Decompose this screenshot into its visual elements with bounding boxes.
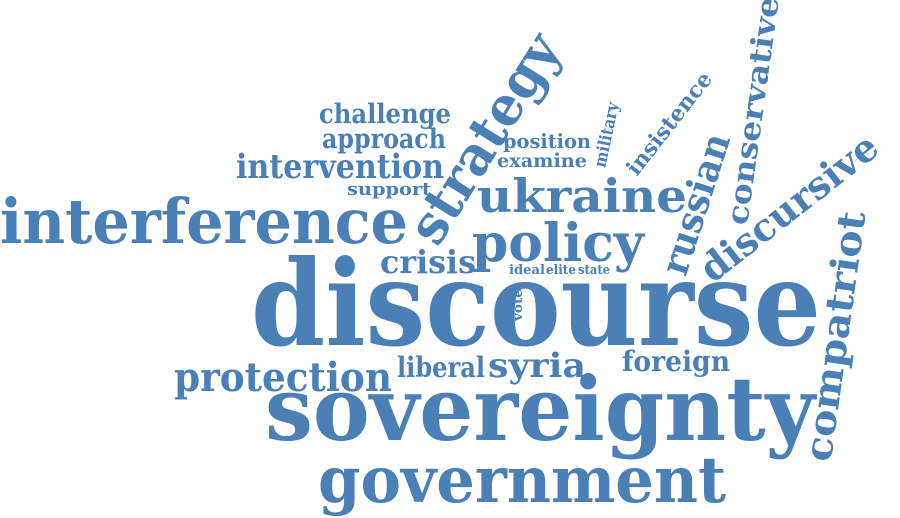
word-syria: syria [488, 346, 586, 386]
word-policy: policy [472, 213, 646, 274]
word-crisis: crisis [380, 243, 476, 281]
word-position: position [503, 129, 591, 153]
word-elite: elite [546, 263, 576, 278]
word-discourse: discourse [251, 234, 821, 373]
word-intervention: intervention [236, 147, 444, 187]
word-interference: interference [0, 185, 408, 258]
word-examine: examine [497, 150, 587, 172]
word-ideal: ideal [509, 263, 545, 278]
word-state: state [578, 263, 610, 278]
word-challenge: challenge [319, 99, 451, 130]
word-military: military [590, 100, 623, 170]
word-approach: approach [322, 124, 446, 155]
word-foreign: foreign [622, 345, 730, 378]
word-support: support [347, 179, 432, 200]
word-sovereignty: sovereignty [265, 357, 818, 461]
word-ukraine: ukraine [477, 169, 687, 223]
word-liberal: liberal [397, 351, 485, 384]
word-vote: vote [511, 289, 526, 322]
word-protection: protection [174, 354, 392, 401]
word-government: government [318, 443, 726, 518]
